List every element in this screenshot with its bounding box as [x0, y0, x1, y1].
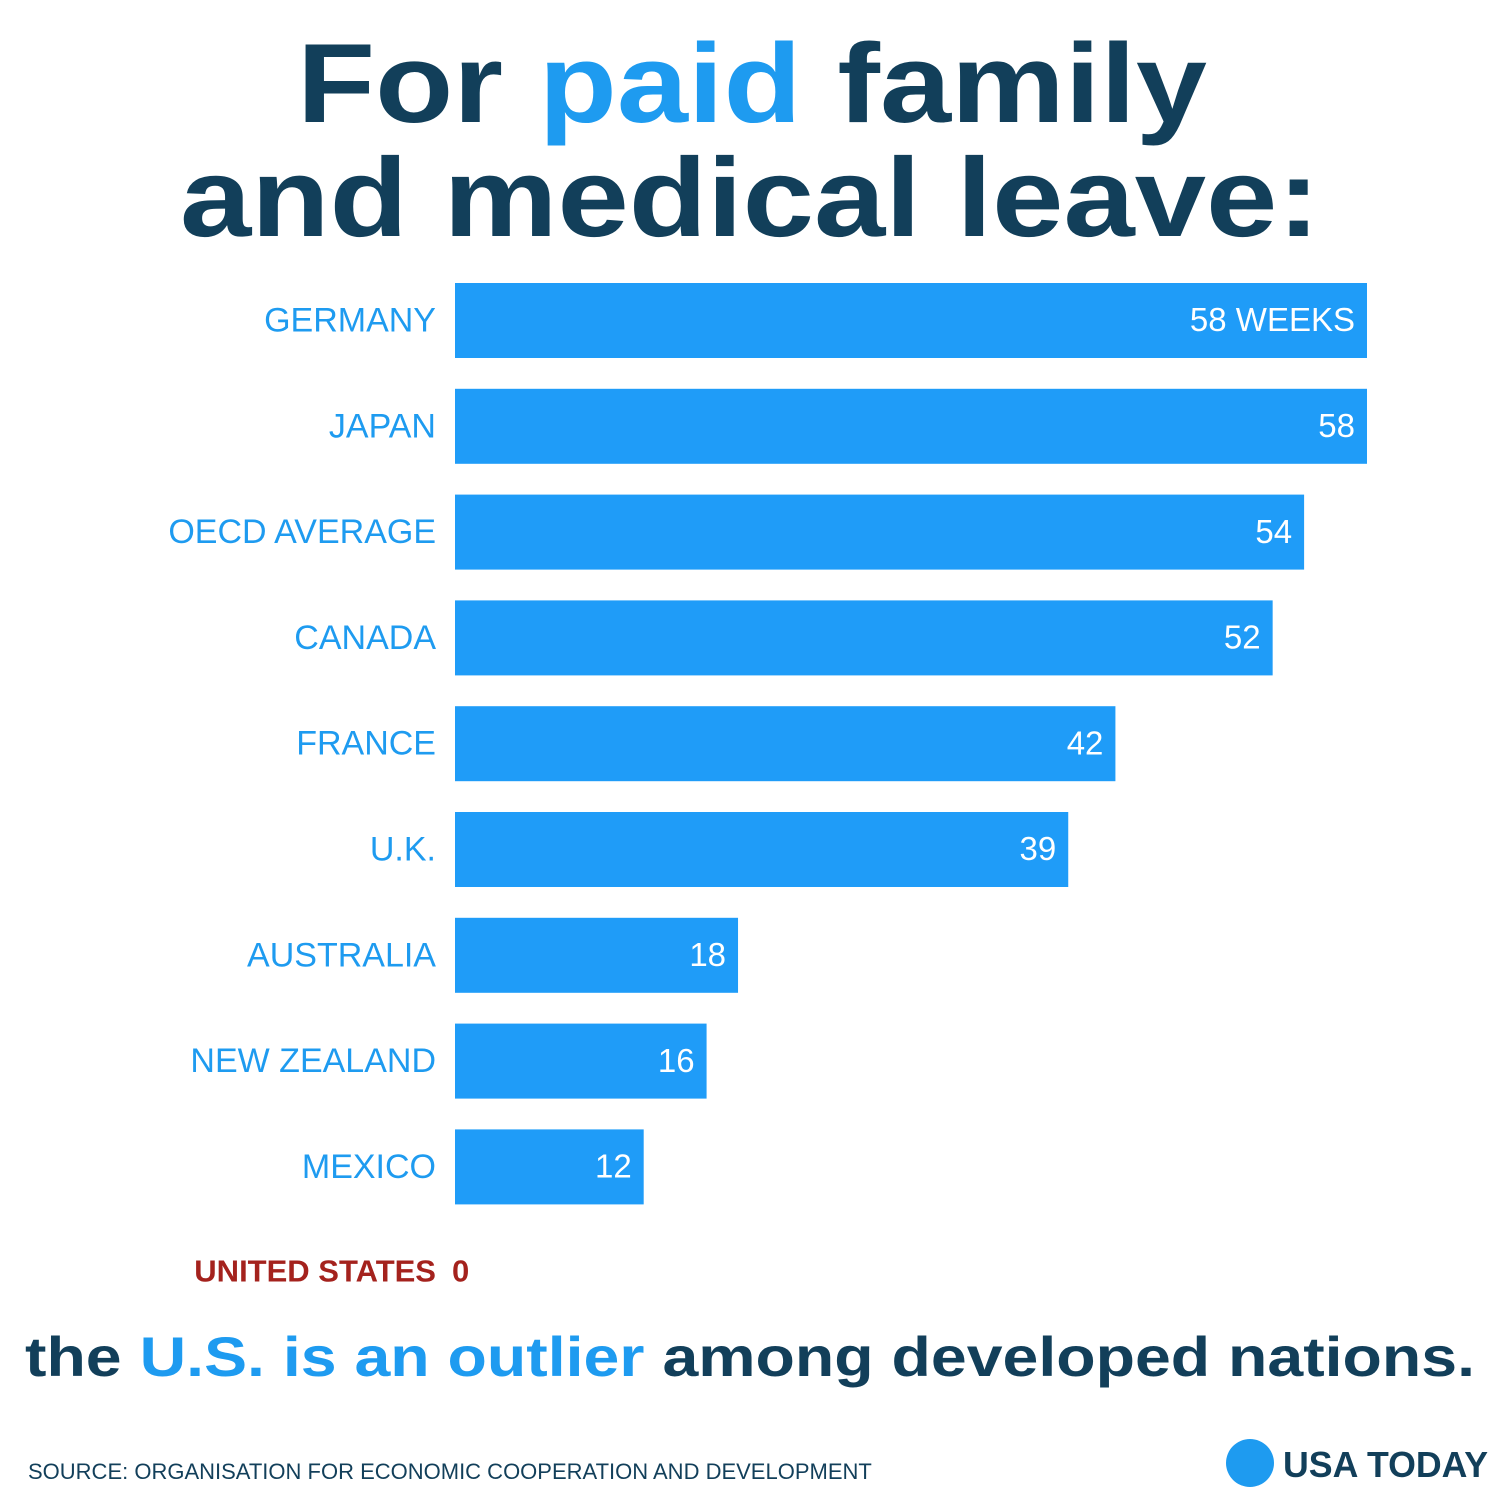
bar [455, 917, 739, 993]
bar [455, 283, 1367, 358]
value-label: 52 [1224, 619, 1261, 656]
category-label: GERMANY [264, 301, 436, 339]
category-label: NEW ZEALAND [190, 1042, 436, 1080]
value-label: 39 [1020, 830, 1057, 867]
chart-title-line: For paid family [297, 21, 1207, 146]
text-segment: paid [539, 21, 802, 146]
value-label: 42 [1067, 724, 1104, 761]
bar [455, 600, 1273, 676]
bar [455, 1129, 644, 1205]
value-label: 16 [658, 1042, 695, 1079]
category-label: U.K. [370, 830, 436, 868]
text-segment: and medical leave: [180, 135, 1320, 260]
category-label: CANADA [294, 619, 436, 657]
value-label: 58 WEEKS [1190, 301, 1355, 338]
text-segment: For [297, 21, 503, 146]
category-label: JAPAN [329, 407, 436, 445]
value-label: 58 [1318, 407, 1355, 444]
category-label: OECD AVERAGE [168, 513, 436, 551]
category-label: MEXICO [302, 1148, 436, 1186]
category-label: AUSTRALIA [247, 936, 436, 974]
bar [455, 812, 1069, 887]
value-label: 12 [595, 1148, 632, 1185]
bar [455, 1023, 707, 1099]
logo-dot [1226, 1439, 1274, 1487]
category-label: UNITED STATES [194, 1254, 436, 1289]
text-segment: U.S. is an outlier [140, 1325, 645, 1388]
text-segment: the [25, 1325, 122, 1388]
logo: USA TODAY [1283, 1444, 1488, 1485]
category-label: FRANCE [296, 725, 436, 763]
bar [455, 706, 1116, 782]
value-label: 0 [452, 1254, 469, 1289]
chart-title-line: and medical leave: [180, 135, 1320, 260]
source: SOURCE: ORGANISATION FOR ECONOMIC COOPER… [28, 1459, 872, 1484]
text-segment: among developed nations. [662, 1325, 1475, 1388]
value-label: 18 [689, 936, 726, 973]
bar [455, 388, 1367, 464]
bar [455, 494, 1305, 570]
value-label: 54 [1255, 513, 1292, 550]
footer-text: the U.S. is an outlier among developed nat… [25, 1325, 1475, 1388]
text-segment: family [837, 21, 1207, 146]
